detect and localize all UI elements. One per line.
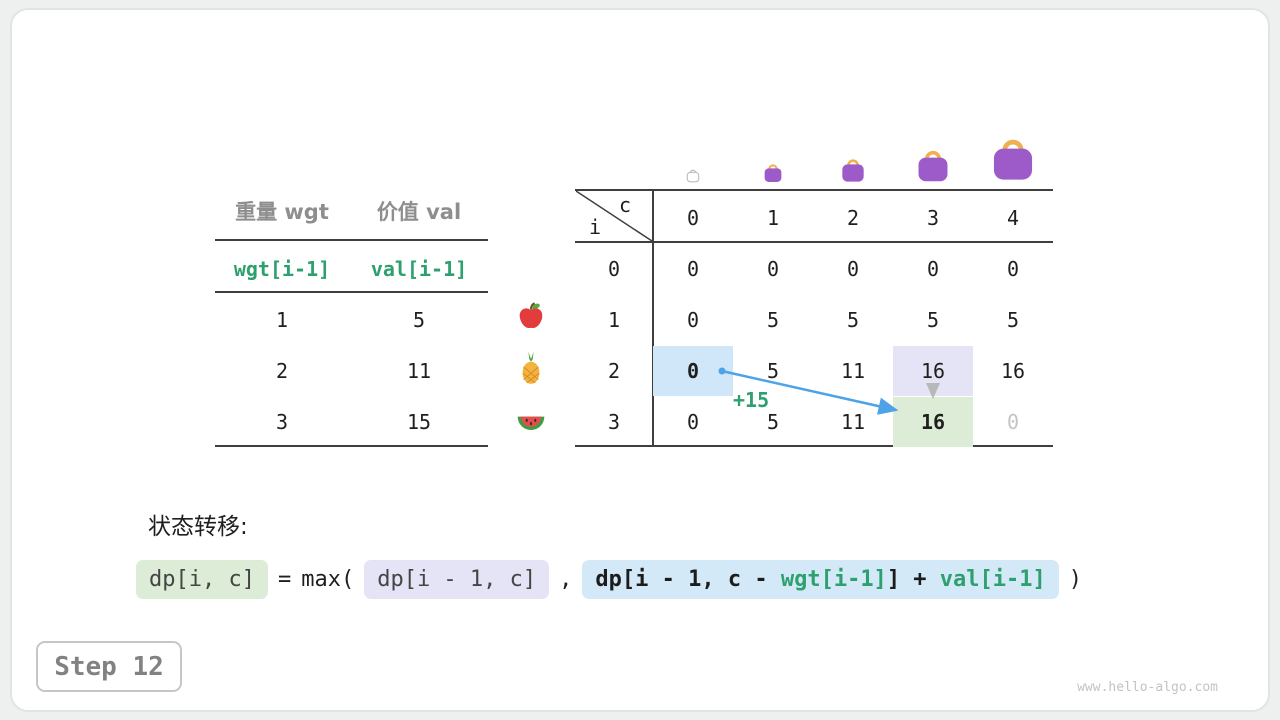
dp-cell-1-3: 5 [926, 308, 940, 332]
apple-icon [515, 300, 547, 332]
dp-cell-2-4: 16 [1000, 359, 1026, 383]
dp-cell-3-1: 5 [766, 410, 780, 434]
formula-lhs-box: dp[i, c] [136, 559, 268, 599]
items-header-weight: 重量 wgt [235, 200, 329, 224]
dp-cell-2-3-inherit-highlight: 16 [893, 346, 973, 396]
dp-cell-3-4-pending: 0 [1006, 410, 1020, 434]
dp-corner-row-var: i [588, 215, 602, 239]
dp-col-header-0: 0 [686, 206, 700, 230]
dp-cell-3-2: 11 [840, 410, 866, 434]
state-transition-formula: dp[i, c] = max( dp[i - 1, c] , dp[i - 1,… [136, 556, 1082, 602]
dp-corner-col-var: c [618, 193, 632, 217]
dp-cell-3-3-result-highlight: 16 [893, 397, 973, 447]
items-table-mid-rule [215, 291, 488, 293]
watermelon-icon [515, 406, 547, 438]
bag-capacity-2-icon [839, 155, 867, 183]
bag-capacity-3-icon [914, 145, 952, 183]
formula-arg2-val: val[i-1] [939, 566, 1046, 592]
bag-capacity-4-icon [988, 132, 1038, 182]
dp-col-header-2: 2 [846, 206, 860, 230]
items-formula-wgt: wgt[i-1] [233, 257, 331, 281]
dp-col-header-1: 1 [766, 206, 780, 230]
formula-arg2-wgt: wgt[i-1] [780, 566, 887, 592]
dp-cell-0-2: 0 [846, 257, 860, 281]
dp-corner-diagonal [576, 191, 652, 241]
formula-comma: , [559, 566, 573, 592]
pineapple-icon [515, 350, 547, 386]
formula-max-open: max( [301, 566, 355, 592]
dp-cell-1-1: 5 [766, 308, 780, 332]
item-1-value: 5 [412, 308, 426, 332]
dp-cell-2-2: 11 [840, 359, 866, 383]
watermark: www.hello-algo.com [1077, 680, 1218, 695]
step-badge: Step 12 [36, 641, 182, 692]
dp-row-header-0: 0 [607, 257, 621, 281]
dp-table-bottom-rule [575, 445, 1053, 447]
formula-arg2-part1: dp[i - 1, c - [595, 566, 781, 592]
dp-cell-0-0: 0 [686, 257, 700, 281]
items-header-value: 价值 val [376, 200, 462, 224]
item-2-value: 11 [406, 359, 432, 383]
dp-row-header-3: 3 [607, 410, 621, 434]
bag-capacity-1-icon [762, 161, 784, 183]
dp-col-header-3: 3 [926, 206, 940, 230]
dp-cell-1-2: 5 [846, 308, 860, 332]
item-1-weight: 1 [275, 308, 289, 332]
state-transition-label: 状态转移: [148, 514, 248, 540]
items-table-bottom-rule [215, 445, 488, 447]
dp-table-top-rule [575, 189, 1053, 191]
dp-cell-3-0: 0 [686, 410, 700, 434]
dp-row-header-1: 1 [607, 308, 621, 332]
dp-col-header-4: 4 [1006, 206, 1020, 230]
items-table-header-rule [215, 239, 488, 241]
formula-arg1-box: dp[i - 1, c] [364, 559, 550, 599]
dp-table-header-rule [575, 241, 1053, 243]
dp-cell-1-4: 5 [1006, 308, 1020, 332]
formula-arg2-part3: ] + [886, 566, 940, 592]
dp-cell-2-0-source-highlight: 0 [653, 346, 733, 396]
bag-capacity-0-icon [685, 167, 701, 183]
dp-cell-0-1: 0 [766, 257, 780, 281]
formula-close-paren: ) [1068, 566, 1083, 592]
plus-value-annotation: +15 [733, 388, 770, 412]
dp-cell-1-0: 0 [686, 308, 700, 332]
item-3-weight: 3 [275, 410, 289, 434]
item-2-weight: 2 [275, 359, 289, 383]
items-formula-val: val[i-1] [370, 257, 468, 281]
formula-arg2-box: dp[i - 1, c - wgt[i-1]] + val[i-1] [582, 559, 1059, 599]
dp-cell-0-4: 0 [1006, 257, 1020, 281]
dp-cell-0-3: 0 [926, 257, 940, 281]
dp-table-vertical-rule [652, 189, 654, 447]
formula-equals: = [277, 566, 292, 592]
dp-row-header-2: 2 [607, 359, 621, 383]
item-3-value: 15 [406, 410, 432, 434]
